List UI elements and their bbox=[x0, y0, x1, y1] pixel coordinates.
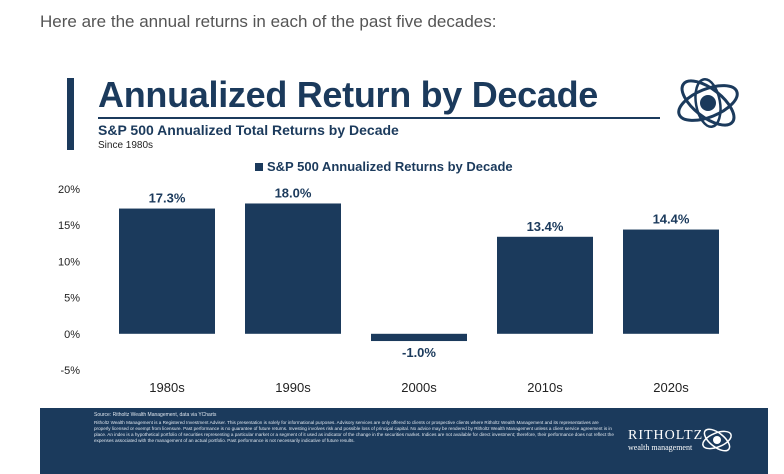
x-tick-label: 2000s bbox=[401, 380, 437, 395]
y-tick-label: 0% bbox=[64, 329, 80, 341]
data-label: 18.0% bbox=[275, 185, 312, 200]
y-tick-label: 5% bbox=[64, 293, 80, 305]
chart-main-title: Annualized Return by Decade bbox=[98, 74, 598, 115]
intro-text: Here are the annual returns in each of t… bbox=[40, 12, 497, 31]
bar-chart: S&P 500 Annualized Returns by Decade -5%… bbox=[58, 159, 719, 395]
data-label: 14.4% bbox=[653, 212, 690, 227]
bar-1990s bbox=[245, 203, 341, 334]
y-tick-label: 20% bbox=[58, 184, 80, 196]
disclaimer-text: Ritholtz Wealth Management is a Register… bbox=[94, 420, 614, 443]
ritholtz-logo-icon bbox=[677, 78, 739, 128]
brand-sub: wealth management bbox=[628, 443, 693, 452]
source-note: Source: Ritholtz Wealth Management, data… bbox=[94, 412, 217, 418]
bar-2020s bbox=[623, 229, 719, 334]
brand-logo-icon bbox=[702, 428, 732, 452]
legend-label: S&P 500 Annualized Returns by Decade bbox=[267, 159, 513, 174]
y-tick-label: 15% bbox=[58, 220, 80, 232]
bar-1980s bbox=[119, 208, 215, 334]
data-label: 13.4% bbox=[527, 219, 564, 234]
x-tick-label: 2020s bbox=[653, 380, 689, 395]
legend-swatch bbox=[255, 163, 263, 171]
bar-2000s bbox=[371, 333, 467, 342]
chart-card: Annualized Return by Decade S&P 500 Annu… bbox=[40, 68, 768, 474]
footer-disclaimer-panel: Source: Ritholtz Wealth Management, data… bbox=[40, 408, 768, 474]
chart-since-note: Since 1980s bbox=[98, 140, 154, 151]
y-tick-label: -5% bbox=[60, 365, 80, 377]
title-accent-bar bbox=[67, 78, 74, 150]
title-underline bbox=[98, 117, 660, 119]
data-label: -1.0% bbox=[402, 345, 436, 360]
x-tick-label: 2010s bbox=[527, 380, 563, 395]
brand-wordmark: RITHOLTZ wealth management bbox=[628, 428, 703, 452]
chart-subtitle: S&P 500 Annualized Total Returns by Deca… bbox=[98, 122, 399, 138]
y-tick-label: 10% bbox=[58, 256, 80, 268]
brand-name: RITHOLTZ bbox=[628, 428, 704, 443]
x-tick-label: 1980s bbox=[149, 380, 185, 395]
data-label: 17.3% bbox=[149, 191, 186, 206]
bar-2010s bbox=[497, 236, 593, 334]
x-tick-label: 1990s bbox=[275, 380, 311, 395]
